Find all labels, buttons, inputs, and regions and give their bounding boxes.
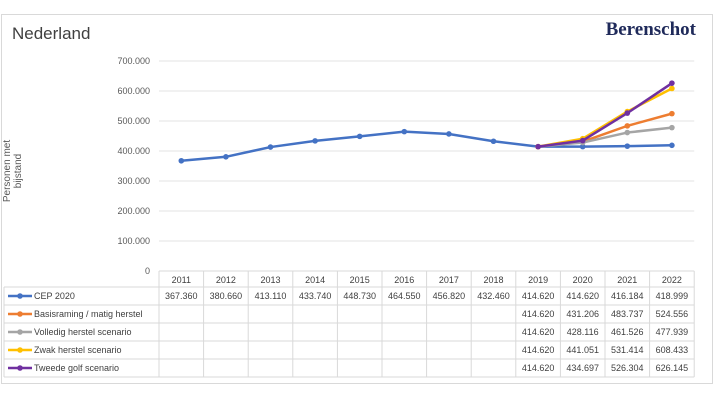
table-cell: 414.620: [522, 327, 555, 337]
x-tick-label: 2021: [617, 275, 637, 285]
table-cell: 431.206: [566, 309, 599, 319]
table-cell: 414.620: [522, 291, 555, 301]
x-tick-label: 2018: [483, 275, 503, 285]
series-line: [181, 130, 672, 163]
table-cell: 483.737: [611, 309, 644, 319]
table-cell: 531.414: [611, 345, 644, 355]
table-cell: 418.999: [656, 291, 689, 301]
data-point: [669, 142, 675, 149]
y-tick-label: 300.000: [117, 176, 150, 186]
x-tick-label: 2012: [216, 275, 236, 285]
table-cell: 380.660: [210, 291, 243, 301]
y-tick-label: 600.000: [117, 86, 150, 96]
x-tick-label: 2015: [350, 275, 370, 285]
table-cell: 461.526: [611, 327, 644, 337]
table-cell: 367.360: [165, 291, 198, 301]
table-cell: 433.740: [299, 291, 332, 301]
x-tick-label: 2016: [394, 275, 414, 285]
legend-label: Zwak herstel scenario: [34, 345, 122, 355]
x-tick-label: 2022: [662, 275, 682, 285]
table-cell: 416.184: [611, 291, 644, 301]
table-cell: 413.110: [255, 291, 287, 301]
data-point: [535, 143, 541, 150]
table-cell: 448.730: [343, 291, 376, 301]
legend-label: Tweede golf scenario: [34, 363, 119, 373]
table-cell: 526.304: [611, 363, 644, 373]
table-cell: 414.620: [522, 309, 555, 319]
y-tick-label: 500.000: [117, 116, 150, 126]
table-cell: 432.460: [477, 291, 510, 301]
data-point: [267, 144, 274, 150]
table-cell: 428.116: [567, 327, 599, 337]
data-point: [669, 85, 675, 92]
table-cell: 626.145: [656, 363, 689, 373]
x-tick-label: 2017: [439, 275, 459, 285]
table-cell: 456.820: [433, 291, 466, 301]
series-line: [537, 82, 673, 148]
x-tick-label: 2014: [305, 275, 325, 285]
data-point: [624, 123, 631, 129]
data-point: [669, 124, 675, 131]
table-cell: 524.556: [656, 309, 689, 319]
chart-title: Nederland: [12, 24, 91, 43]
legend-label: Basisraming / matig herstel: [34, 309, 143, 319]
data-point: [178, 157, 185, 164]
data-point: [579, 143, 586, 150]
data-point: [669, 80, 675, 86]
data-point: [446, 131, 452, 137]
legend-label: CEP 2020: [34, 291, 75, 301]
chart-frame: [1, 14, 713, 384]
x-tick-label: 2019: [528, 275, 548, 285]
y-tick-label: 700.000: [117, 56, 150, 66]
legend-marker: [17, 365, 23, 371]
table-cell: 608.433: [656, 345, 689, 355]
table-cell: 414.620: [566, 291, 599, 301]
berenschot-logo: Berenschot: [605, 19, 696, 40]
legend-marker: [17, 311, 23, 317]
data-point: [356, 133, 363, 140]
data-point: [401, 128, 408, 135]
y-tick-label: 100.000: [117, 236, 150, 246]
table-cell: 464.550: [388, 291, 421, 301]
y-tick-label: 200.000: [117, 206, 150, 216]
x-tick-label: 2020: [573, 275, 593, 285]
x-tick-label: 2011: [172, 275, 191, 285]
data-point: [579, 137, 586, 144]
data-point: [624, 129, 631, 136]
table-cell: 414.620: [522, 345, 555, 355]
table-cell: 434.697: [566, 363, 599, 373]
table-cell: 414.620: [522, 363, 555, 373]
y-tick-label: 400.000: [117, 146, 150, 156]
table-cell: 441.051: [566, 345, 599, 355]
legend-marker: [17, 293, 23, 299]
data-point: [312, 138, 318, 144]
table-cell: 477.939: [656, 327, 689, 337]
data-point: [223, 154, 229, 160]
legend-marker: [17, 329, 23, 335]
legend-label: Volledig herstel scenario: [34, 327, 132, 337]
y-tick-label: 0: [145, 266, 150, 276]
data-point: [624, 143, 631, 149]
data-point: [669, 110, 675, 117]
x-tick-label: 2013: [260, 275, 280, 285]
data-point: [490, 138, 497, 145]
legend-marker: [17, 347, 23, 353]
data-point: [624, 110, 631, 116]
